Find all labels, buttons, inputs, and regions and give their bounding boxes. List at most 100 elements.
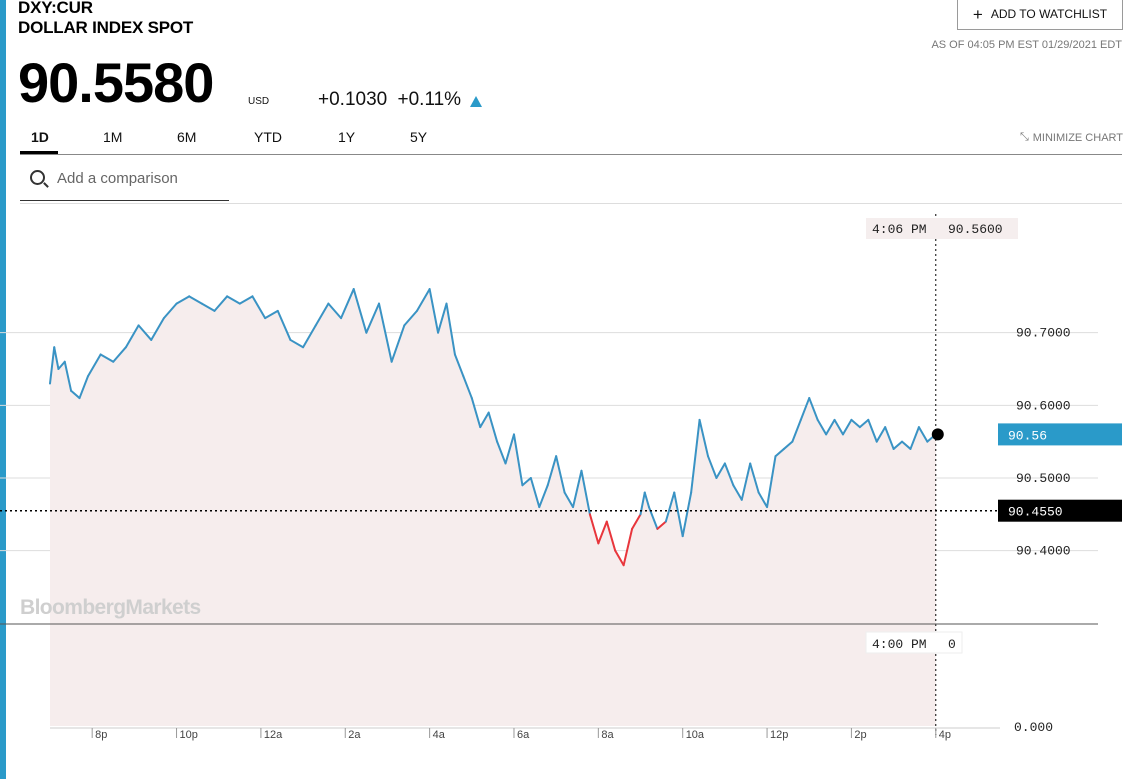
y-tick-label: 90.6000 [1016,398,1071,413]
price-line-segment [365,302,381,334]
y-axis-tick-labels: 90.7000 90.6000 90.5000 90.4000 0.000 [1014,326,1071,735]
price-line-segment [597,520,608,545]
add-to-watchlist-button[interactable]: + ADD TO WATCHLIST [957,0,1123,30]
price-line-segment [496,440,507,465]
security-name: DOLLAR INDEX SPOT [18,18,194,37]
price-line-segment [588,513,600,545]
price-line-segment [723,462,735,487]
price-line-segment [867,418,878,443]
x-tick-label: 6a [517,729,530,741]
price-line-segment [538,484,549,509]
price-line-segment [622,527,634,567]
price-line-segment [740,462,752,501]
price-line-segment [479,411,490,429]
price-line-segment [162,302,178,320]
x-tick-label: 12p [770,729,788,741]
last-point-marker [931,428,944,441]
price-line-segment [200,302,216,312]
x-tick-label: 2p [854,729,866,741]
timeframe-tabs: 1D 1M 6M YTD 1Y 5Y [20,124,1122,155]
y-tick-label: 90.4000 [1016,544,1071,559]
price-line-segment [289,338,305,349]
last-price: 90.5580 [18,51,214,114]
price-line-segment [875,426,887,443]
price-line-segment [901,440,912,450]
price-line-segment [614,549,625,567]
price-line-segment [340,288,355,320]
price-line-segment [816,418,828,436]
previous-close-label: 90.4550 [1008,505,1063,520]
price-line-segment [238,295,254,305]
price-line-segment [884,426,895,450]
price-line-segment [774,447,785,458]
tab-1d[interactable]: 1D [31,129,49,145]
price-line-segment [546,455,558,487]
price-line-segments [49,288,937,567]
price-line-segment [470,397,482,429]
price-change-percent: +0.11% [397,89,462,110]
price-line-segment [715,462,726,479]
price-line-segment [70,389,81,400]
last-value-label: 90.56 [1008,428,1047,443]
price-line-segment [63,360,73,392]
x-tick-label: 2a [348,729,361,741]
comparison-search [20,158,229,201]
previous-close-tag: 90.4550 [998,499,1122,522]
price-line-segment [188,295,203,305]
x-axis-tick-labels: 8p 10p 12a 2a 4a 6a 8a 10a 12p 2p 4p [50,727,1000,741]
as-of-timestamp: AS OF 04:05 PM EST 01/29/2021 EDT [931,39,1122,51]
price-line-segment [555,455,566,494]
minimize-chart-label: MINIMIZE CHART [1032,131,1123,144]
tab-6m[interactable]: 6M [177,129,197,145]
price-line-segment [681,491,693,538]
price-line-segment [791,418,802,443]
price-line-segment [850,418,861,429]
crosshair-tooltip: 4:06 PM 90.5600 [866,218,1018,239]
x-tick-label: 4p [939,729,951,741]
price-line-segment [892,440,904,450]
price-line-segment [690,418,701,494]
tab-1m[interactable]: 1M [103,129,123,145]
price-line-segment [799,397,811,421]
crosshair-value-label: 90.5600 [948,222,1003,237]
price-line-segment [213,295,229,312]
price-line-segment [808,397,819,421]
price-line-segment [53,346,60,370]
price-line-segment [302,324,317,349]
price-line-segment [732,484,743,501]
crosshair-time-label: 4:06 PM [872,222,927,237]
y-tick-label: 90.5000 [1016,471,1071,486]
price-line-segment [572,469,583,509]
chart-top-divider [20,203,1122,204]
price-line-segment [57,360,66,370]
price-line-segment [643,491,650,509]
price-line-segment [437,302,448,334]
price-line-segment [664,491,676,523]
x-tick-label: 12a [264,729,283,741]
price-change: +0.1030 +0.11% [318,89,466,111]
price-line-segment [86,353,102,378]
left-accent-bar [0,0,6,779]
price-currency: USD [248,96,270,107]
x-tick-label: 8p [95,729,107,741]
price-line-segment [698,418,710,458]
price-line-segment [757,491,769,509]
active-tab-underline [20,151,58,154]
price-line-segment [403,309,418,327]
tab-ytd[interactable]: YTD [254,129,282,145]
y-tick-label: 90.7000 [1016,326,1071,341]
tab-1y[interactable]: 1Y [338,129,356,145]
minimize-chart-button[interactable]: ⤡ MINIMIZE CHART [1020,131,1123,144]
price-line-segment [150,317,165,341]
price-line-segment [137,324,153,341]
comparison-search-input[interactable] [55,166,229,190]
tab-5y[interactable]: 5Y [410,129,428,145]
volume-tick-label: 0.000 [1014,720,1053,735]
price-line-segment [766,455,777,509]
price-line-segment [226,295,241,305]
price-line-segment [175,295,191,305]
price-line-segment [825,418,836,436]
price-line-segment [378,302,393,363]
price-line-segment [504,433,515,465]
